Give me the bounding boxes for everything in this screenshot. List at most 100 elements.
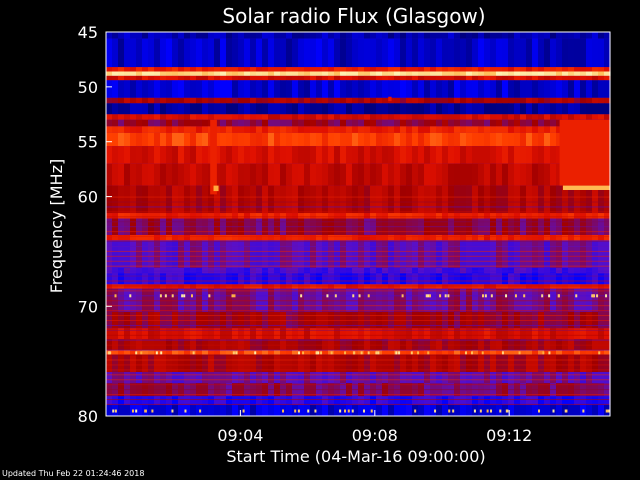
spectrogram-cell <box>406 67 413 72</box>
noise-speckle <box>155 351 158 355</box>
spectrogram-cell <box>370 288 377 312</box>
spectrogram-cell <box>412 97 419 104</box>
spectrogram-cell <box>172 132 179 147</box>
spectrogram-cell <box>400 114 407 120</box>
spectrogram-cell <box>436 163 443 186</box>
spectrogram-cell <box>568 240 575 268</box>
spectrogram-cell <box>148 273 155 285</box>
spectrogram-cell <box>436 71 443 76</box>
spectrogram-cell <box>346 103 353 115</box>
plot-border <box>105 31 611 417</box>
spectrogram-cell <box>292 75 299 81</box>
spectrogram-cell <box>442 372 449 384</box>
spectrogram-cell <box>292 288 299 312</box>
spectrogram-cell <box>586 350 593 355</box>
spectrogram-cell <box>106 67 113 72</box>
noise-speckle <box>171 294 174 298</box>
spectrogram-cell <box>184 67 191 72</box>
spectrogram-cell <box>388 396 395 406</box>
spectrogram-cell <box>442 354 449 373</box>
spectrogram-cell <box>232 80 239 98</box>
spectrogram-cell <box>130 97 137 104</box>
spectrogram-cell <box>112 284 119 289</box>
spectrogram-cell <box>172 328 179 340</box>
spectrogram-cell <box>280 234 287 241</box>
spectrogram-cell <box>310 288 317 312</box>
spectrogram-cell <box>172 71 179 76</box>
spectrogram-cell <box>232 146 239 164</box>
spectrogram-cell <box>202 284 209 289</box>
spectrogram-cell <box>364 372 371 384</box>
spectrogram-cell <box>298 396 305 406</box>
spectrogram-cell <box>118 114 125 120</box>
spectrogram-cell <box>394 132 401 147</box>
spectrogram-cell <box>604 234 611 241</box>
spectrogram-cell <box>382 328 389 340</box>
spectrogram-cell <box>154 273 161 285</box>
spectrogram-cell <box>412 372 419 384</box>
spectrogram-cell <box>304 396 311 406</box>
spectrogram-cell <box>604 284 611 289</box>
spectrogram-cell <box>196 273 203 285</box>
spectrogram-cell <box>406 126 413 133</box>
spectrogram-cell <box>352 75 359 81</box>
spectrogram-cell <box>424 97 431 104</box>
spectrogram-cell <box>358 185 365 214</box>
spectrogram-cell <box>286 288 293 312</box>
spectrogram-cell <box>244 38 251 68</box>
spectrogram-cell <box>526 32 533 39</box>
spectrogram-cell <box>178 163 185 186</box>
spectrogram-cell <box>454 71 461 76</box>
noise-speckle <box>254 351 257 355</box>
spectrogram-cell <box>232 103 239 115</box>
spectrogram-cell <box>328 32 335 39</box>
spectrogram-cell <box>598 354 605 373</box>
spectrogram-cell <box>496 97 503 104</box>
spectrogram-cell <box>454 163 461 186</box>
spectrogram-cell <box>322 80 329 98</box>
spectrogram-cell <box>598 234 605 241</box>
spectrogram-cell <box>418 119 425 127</box>
spectrogram-cell <box>484 213 491 219</box>
spectrogram-cell <box>106 114 113 120</box>
spectrogram-cell <box>136 32 143 39</box>
spectrogram-cell <box>298 288 305 312</box>
x-tick-label: 09:08 <box>352 426 398 445</box>
spectrogram-cell <box>226 119 233 127</box>
spectrogram-cell <box>460 119 467 127</box>
spectrogram-cell <box>202 163 209 186</box>
spectrogram-cell <box>268 103 275 115</box>
spectrogram-cell <box>604 396 611 406</box>
spectrogram-cell <box>574 32 581 39</box>
spectrogram-cell <box>424 328 431 340</box>
spectrogram-cell <box>160 284 167 289</box>
spectrogram-cell <box>538 119 545 127</box>
spectrogram-cell <box>268 126 275 133</box>
spectrogram-cell <box>538 185 545 214</box>
spectrogram-cell <box>256 328 263 340</box>
spectrogram-cell <box>382 350 389 355</box>
spectrogram-cell <box>370 213 377 219</box>
spectrogram-cell <box>382 146 389 164</box>
spectrogram-cell <box>442 146 449 164</box>
spectrogram-cell <box>430 38 437 68</box>
spectrogram-cell <box>412 67 419 72</box>
spectrogram-cell <box>196 146 203 164</box>
spectrogram-cell <box>466 284 473 289</box>
noise-speckle <box>518 351 521 355</box>
spectrogram-cell <box>448 163 455 186</box>
spectrogram-cell <box>274 240 281 268</box>
spectrogram-cell <box>346 213 353 219</box>
spectrogram-cell <box>466 350 473 355</box>
spectrogram-cell <box>508 328 515 340</box>
spectrogram-cell <box>460 132 467 147</box>
spectrogram-cell <box>178 103 185 115</box>
spectrogram-cell <box>466 405 473 416</box>
noise-speckle <box>317 351 320 355</box>
spectrogram-cell <box>436 103 443 115</box>
spectrogram-cell <box>370 126 377 133</box>
spectrogram-cell <box>472 38 479 68</box>
spectrogram-cell <box>526 350 533 355</box>
spectrogram-cell <box>538 328 545 340</box>
frequency-band <box>106 273 611 285</box>
